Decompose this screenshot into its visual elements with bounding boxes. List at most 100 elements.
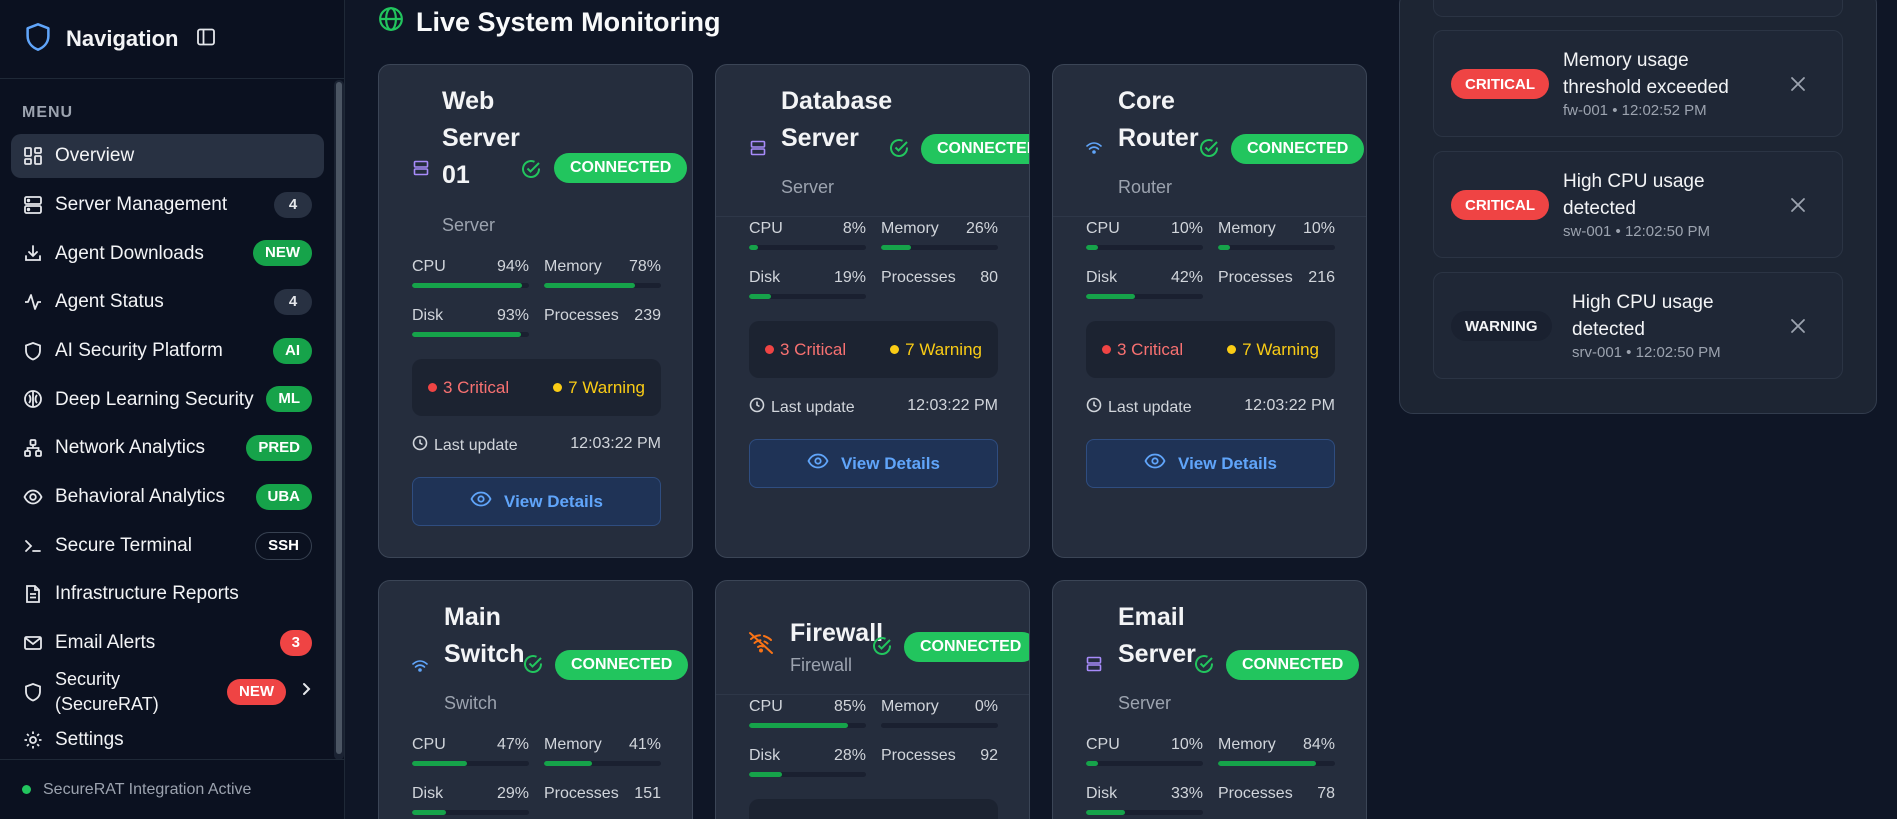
ssh-badge: SSH: [255, 531, 312, 560]
sidebar-item-agent-status[interactable]: Agent Status 4: [11, 280, 324, 324]
view-details-button[interactable]: View Details: [412, 477, 661, 526]
view-details-label: View Details: [504, 491, 603, 511]
processes-metric: Processes 239: [544, 307, 661, 325]
scrollbar-thumb[interactable]: [336, 82, 342, 754]
cpu-metric: CPU 85%: [749, 698, 866, 728]
sidebar-item-security-securerat[interactable]: Security (SecureRAT) NEW: [11, 669, 324, 714]
sidebar-scrollbar[interactable]: [334, 80, 344, 760]
processes-metric: Processes 151: [544, 785, 661, 803]
device-type: Server: [442, 215, 496, 235]
sidebar-item-label: Infrastructure Reports: [55, 583, 239, 605]
view-details-button[interactable]: View Details: [1086, 439, 1335, 488]
clock-icon: [1086, 397, 1108, 418]
device-card: Web Server 01 Server CONNECTED CPU 94% Me…: [378, 64, 693, 558]
cpu-metric: CPU 94%: [412, 258, 529, 288]
download-icon: [21, 241, 45, 265]
metric-label: Memory: [544, 736, 602, 753]
sidebar-item-network-analytics[interactable]: Network Analytics PRED: [11, 426, 324, 470]
last-update-label: Last update: [771, 398, 855, 416]
memory-metric: Memory 26%: [881, 220, 998, 250]
metric-label: Processes: [881, 747, 956, 764]
device-type: Firewall: [790, 655, 853, 675]
metric-value: 8%: [842, 220, 866, 237]
severity-badge: CRITICAL: [1451, 190, 1549, 220]
critical-count: 3 Critical: [1117, 339, 1184, 359]
last-update-time: 12:03:22 PM: [570, 435, 661, 452]
metric-value: 10%: [1302, 220, 1335, 237]
device-card: Firewall Firewall CONNECTED CPU 85% Memor…: [715, 580, 1030, 819]
metric-label: CPU: [412, 736, 446, 753]
sidebar-item-agent-downloads[interactable]: Agent Downloads NEW: [11, 231, 324, 275]
view-details-button[interactable]: View Details: [749, 439, 998, 488]
metric-value: 216: [1308, 269, 1335, 286]
disk-bar: [749, 294, 772, 299]
clock-icon: [412, 435, 434, 456]
sidebar-item-secure-terminal[interactable]: Secure Terminal SSH: [11, 524, 324, 568]
metric-label: Processes: [1218, 269, 1293, 286]
sidebar-header: Navigation: [0, 0, 344, 79]
memory-bar: [1218, 245, 1230, 250]
disk-bar: [749, 772, 782, 777]
alert-item-partial: [1433, 0, 1843, 17]
view-details-label: View Details: [841, 453, 940, 473]
device-card: Main Switch Switch CONNECTED CPU 47% Memo…: [378, 580, 693, 819]
pred-badge: PRED: [246, 435, 312, 462]
device-card: Database Server Server CONNECTED CPU 8% M…: [715, 64, 1030, 558]
sidebar-item-infrastructure-reports[interactable]: Infrastructure Reports: [11, 572, 324, 616]
disk-bar: [412, 332, 521, 337]
last-update-time: 12:03:22 PM: [907, 397, 998, 414]
metric-value: 92: [980, 747, 998, 764]
sidebar-item-email-alerts[interactable]: Email Alerts 3: [11, 621, 324, 665]
sidebar-item-label: Network Analytics: [55, 437, 205, 459]
critical-count: 3 Critical: [780, 339, 847, 359]
memory-bar: [1218, 761, 1317, 766]
metric-value: 26%: [965, 220, 998, 237]
sidebar-item-label: Settings: [55, 729, 124, 751]
sidebar-item-server-management[interactable]: Server Management 4: [11, 183, 324, 227]
mail-icon: [21, 631, 45, 655]
sidebar-item-settings[interactable]: Settings: [11, 718, 324, 762]
metric-label: CPU: [749, 220, 783, 237]
status-badge: CONNECTED: [1226, 650, 1360, 680]
close-icon[interactable]: [1790, 318, 1806, 339]
page-title-text: Live System Monitoring: [416, 7, 721, 37]
sidebar-item-ai-security-platform[interactable]: AI Security Platform AI: [11, 329, 324, 373]
sidebar-item-overview[interactable]: Overview: [11, 134, 324, 178]
metric-label: Memory: [881, 698, 939, 715]
cpu-bar: [412, 761, 467, 766]
count-badge: 4: [274, 289, 312, 316]
metric-label: CPU: [749, 698, 783, 715]
chevron-right-icon[interactable]: [300, 682, 312, 701]
sidebar-item-deep-learning-security[interactable]: Deep Learning Security ML: [11, 377, 324, 421]
critical-dot: [1102, 345, 1111, 354]
sidebar-item-behavioral-analytics[interactable]: Behavioral Analytics UBA: [11, 475, 324, 519]
cpu-metric: CPU 10%: [1086, 220, 1203, 250]
close-icon[interactable]: [1790, 197, 1806, 218]
alert-summary: 3 Critical 7 Warning: [412, 359, 661, 416]
metric-label: Memory: [1218, 220, 1276, 237]
device-type: Router: [1118, 177, 1173, 197]
sidebar-item-label: Security (SecureRAT): [55, 669, 159, 714]
device-name: Main Switch: [444, 603, 525, 668]
server-icon: [21, 193, 45, 217]
sidebar-toggle-icon[interactable]: [196, 27, 216, 52]
disk-metric: Disk 29%: [412, 785, 529, 815]
activity-icon: [21, 290, 45, 314]
metric-label: Disk: [1086, 785, 1118, 802]
server-icon: [413, 160, 429, 181]
check-circle-icon: [520, 158, 542, 185]
device-type: Server: [781, 177, 835, 197]
new-badge: NEW: [227, 678, 286, 705]
device-name: Web Server 01: [442, 87, 520, 189]
status-dot: [22, 785, 31, 794]
check-circle-icon: [871, 635, 893, 662]
disk-metric: Disk 19%: [749, 269, 866, 299]
close-icon[interactable]: [1790, 76, 1806, 97]
alert-message: High CPU usage detected: [1572, 292, 1714, 340]
alert-item: WARNING High CPU usage detected srv-001 …: [1433, 272, 1843, 379]
critical-dot: [428, 383, 437, 392]
metric-value: 78%: [628, 258, 661, 275]
warning-dot: [553, 383, 563, 392]
metric-value: 93%: [496, 307, 529, 324]
metric-value: 42%: [1170, 269, 1203, 286]
